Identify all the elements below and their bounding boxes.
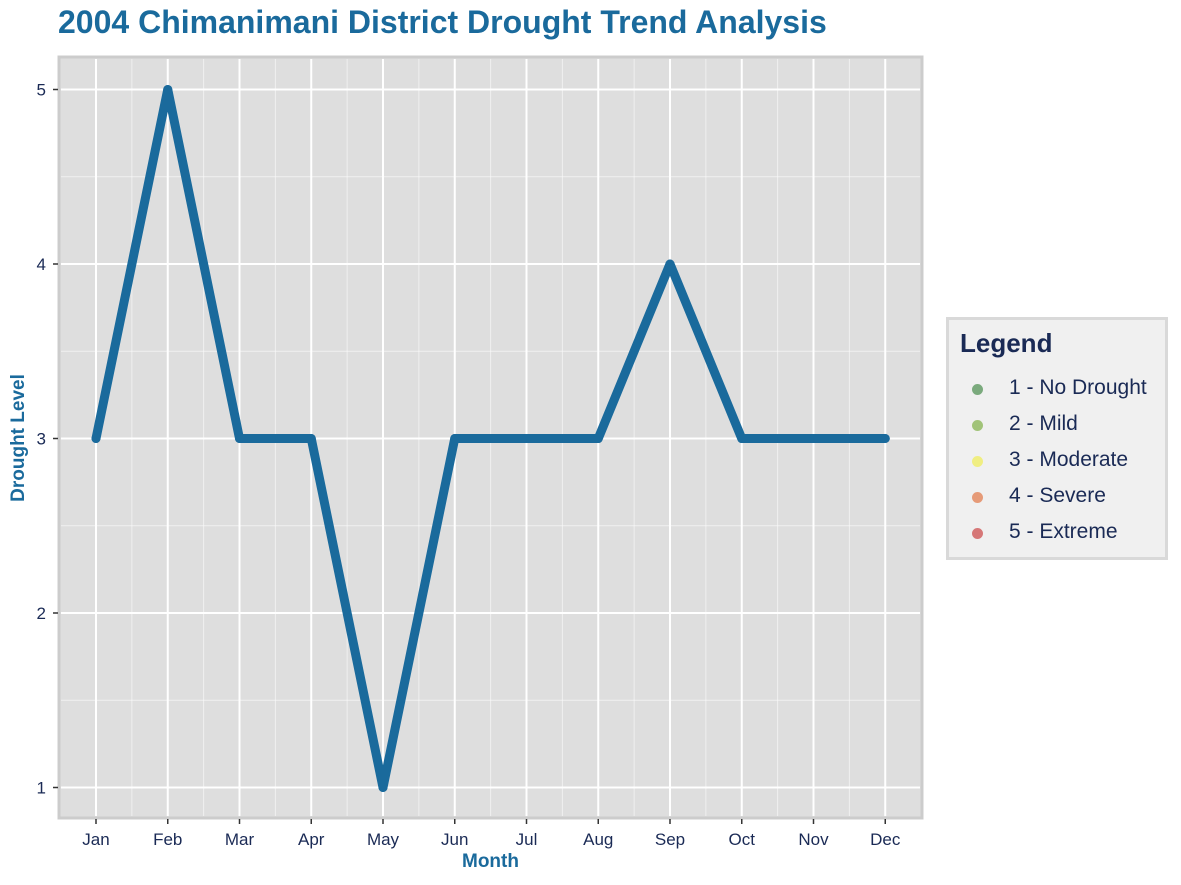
x-tick-label: Aug bbox=[583, 830, 613, 849]
x-tick-label: Dec bbox=[870, 830, 901, 849]
x-tick-label: Sep bbox=[655, 830, 685, 849]
legend-label: 3 - Moderate bbox=[1009, 448, 1129, 471]
x-tick-label: May bbox=[367, 830, 400, 849]
legend-key-dot bbox=[972, 528, 983, 539]
legend-key-dot bbox=[972, 384, 983, 395]
legend-label: 2 - Mild bbox=[1009, 412, 1078, 435]
y-tick-label: 4 bbox=[37, 255, 46, 274]
data-point-aug bbox=[593, 434, 603, 443]
legend-label: 4 - Severe bbox=[1009, 484, 1106, 507]
x-tick-label: Jul bbox=[516, 830, 538, 849]
legend-item: 2 - Mild bbox=[949, 407, 1165, 443]
x-tick-label: Mar bbox=[225, 830, 255, 849]
y-tick-label: 5 bbox=[37, 81, 46, 100]
legend-key-dot bbox=[972, 492, 983, 503]
legend-item: 4 - Severe bbox=[949, 479, 1165, 515]
legend-item: 3 - Moderate bbox=[949, 443, 1165, 479]
y-tick-label: 2 bbox=[37, 604, 46, 623]
data-point-nov bbox=[809, 434, 818, 443]
data-point-oct bbox=[737, 434, 747, 443]
data-point-mar bbox=[235, 434, 244, 443]
data-point-jun bbox=[450, 434, 460, 443]
x-tick-label: Oct bbox=[729, 830, 756, 849]
y-tick-label: 1 bbox=[37, 779, 46, 798]
legend: Legend 1 - No Drought 2 - Mild 3 - Moderat… bbox=[946, 317, 1168, 560]
data-point-apr bbox=[306, 434, 316, 443]
data-point-feb bbox=[163, 85, 173, 94]
data-point-dec bbox=[880, 434, 890, 443]
data-point-sep bbox=[665, 259, 675, 269]
x-tick-label: Feb bbox=[153, 830, 182, 849]
y-tick-label: 3 bbox=[37, 430, 46, 449]
x-tick-label: Jun bbox=[441, 830, 468, 849]
x-tick-label: Apr bbox=[298, 830, 325, 849]
legend-item: 1 - No Drought bbox=[949, 371, 1165, 407]
y-axis-title: Drought Level bbox=[8, 374, 29, 502]
legend-title: Legend bbox=[960, 328, 1053, 358]
x-tick-label: Jan bbox=[82, 830, 109, 849]
legend-key-dot bbox=[972, 456, 983, 467]
data-point-may bbox=[378, 783, 388, 792]
x-axis-title: Month bbox=[462, 851, 519, 872]
chart-title: 2004 Chimanimani District Drought Trend … bbox=[58, 4, 827, 40]
legend-label: 1 - No Drought bbox=[1009, 376, 1147, 399]
series-line bbox=[91, 85, 890, 792]
legend-item: 5 - Extreme bbox=[949, 515, 1165, 551]
legend-label: 5 - Extreme bbox=[1009, 520, 1118, 543]
legend-key-dot bbox=[972, 420, 983, 431]
x-tick-label: Nov bbox=[798, 830, 829, 849]
data-point-jul bbox=[522, 434, 531, 443]
data-point-jan bbox=[91, 434, 101, 443]
